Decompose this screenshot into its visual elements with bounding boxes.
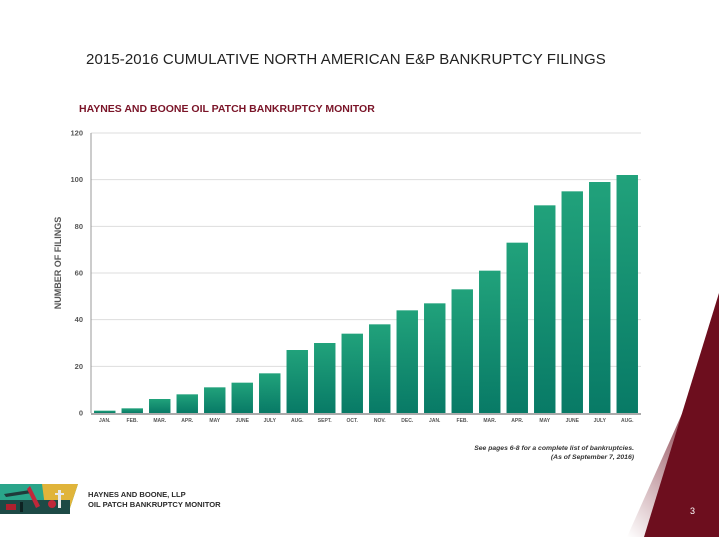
bar-8 bbox=[314, 343, 336, 413]
bar-7 bbox=[286, 350, 308, 413]
x-tick-label: JULY bbox=[594, 418, 607, 424]
x-tick-label: MAR. bbox=[483, 418, 496, 424]
bar-17 bbox=[561, 191, 583, 413]
x-tick-label: MAY bbox=[539, 418, 550, 424]
y-tick-label: 60 bbox=[75, 269, 83, 278]
x-tick-label: JAN. bbox=[429, 418, 441, 424]
bar-2 bbox=[149, 399, 171, 413]
x-tick-label: SEPT. bbox=[318, 418, 333, 424]
bar-11 bbox=[396, 310, 418, 413]
oil-pump-illustration-icon bbox=[0, 484, 78, 514]
bar-14 bbox=[479, 270, 501, 413]
x-tick-label: AUG. bbox=[291, 418, 304, 424]
x-tick-label: MAY bbox=[209, 418, 220, 424]
bar-16 bbox=[534, 205, 556, 413]
x-tick-label: FEB. bbox=[457, 418, 469, 424]
slide-title: 2015-2016 CUMULATIVE NORTH AMERICAN E&P … bbox=[86, 51, 606, 68]
footnote-line-1: See pages 6-8 for a complete list of ban… bbox=[474, 445, 634, 452]
x-tick-label: MAR. bbox=[153, 418, 166, 424]
y-tick-label: 80 bbox=[75, 222, 83, 231]
bar-9 bbox=[341, 333, 363, 413]
y-tick-label: 40 bbox=[75, 315, 83, 324]
x-tick-label: JAN. bbox=[99, 418, 111, 424]
chart-title: HAYNES AND BOONE OIL PATCH BANKRUPTCY MO… bbox=[79, 103, 375, 115]
page-number: 3 bbox=[690, 506, 696, 516]
company-name: HAYNES AND BOONE, LLP bbox=[88, 490, 186, 499]
y-tick-label: 0 bbox=[79, 409, 83, 418]
corner-triangle bbox=[644, 293, 719, 537]
x-tick-label: DEC. bbox=[401, 418, 414, 424]
bar-1 bbox=[121, 408, 143, 413]
x-tick-label: NOV. bbox=[374, 418, 386, 424]
y-tick-label: 120 bbox=[70, 129, 83, 138]
bars bbox=[94, 175, 638, 413]
x-tick-label: OCT. bbox=[347, 418, 359, 424]
publication-name: OIL PATCH BANKRUPTCY MONITOR bbox=[88, 499, 221, 509]
bar-4 bbox=[204, 387, 226, 413]
y-axis-label: NUMBER OF FILINGS bbox=[53, 217, 63, 310]
bar-15 bbox=[506, 242, 528, 413]
footnote-line-2: (As of September 7, 2016) bbox=[550, 454, 634, 461]
company-block: HAYNES AND BOONE, LLP OIL PATCH BANKRUPT… bbox=[88, 490, 221, 509]
bar-12 bbox=[424, 303, 446, 413]
y-tick-label: 20 bbox=[75, 362, 83, 371]
bar-5 bbox=[231, 382, 253, 413]
x-tick-label: APR. bbox=[181, 418, 194, 424]
x-tick-label: JUNE bbox=[236, 418, 250, 424]
x-tick-label: APR. bbox=[511, 418, 524, 424]
y-axis-ticks: 0 20 40 60 80 100 120 bbox=[70, 129, 83, 418]
footnote: See pages 6-8 for a complete list of ban… bbox=[474, 444, 634, 462]
y-tick-label: 100 bbox=[70, 175, 83, 184]
bar-13 bbox=[451, 289, 473, 413]
x-tick-label: JULY bbox=[264, 418, 277, 424]
bar-6 bbox=[259, 373, 281, 413]
x-tick-label: AUG. bbox=[621, 418, 634, 424]
x-tick-label: FEB. bbox=[127, 418, 139, 424]
bar-3 bbox=[176, 394, 198, 413]
bar-19 bbox=[616, 175, 638, 413]
bar-10 bbox=[369, 324, 391, 413]
x-tick-label: JUNE bbox=[566, 418, 580, 424]
bar-0 bbox=[94, 410, 116, 413]
bar-18 bbox=[589, 182, 611, 413]
x-axis-ticks: JAN. FEB. MAR. APR. MAY JUNE JULY AUG. SEPT. OCT.… bbox=[99, 418, 634, 424]
